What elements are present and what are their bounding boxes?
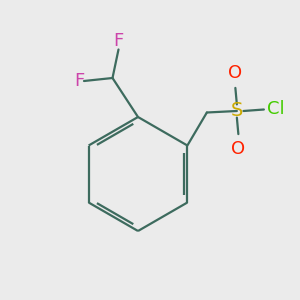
Text: S: S — [231, 101, 243, 121]
Text: Cl: Cl — [267, 100, 284, 118]
Text: F: F — [113, 32, 124, 50]
Text: F: F — [74, 72, 84, 90]
Text: O: O — [231, 140, 245, 158]
Text: O: O — [228, 64, 242, 82]
